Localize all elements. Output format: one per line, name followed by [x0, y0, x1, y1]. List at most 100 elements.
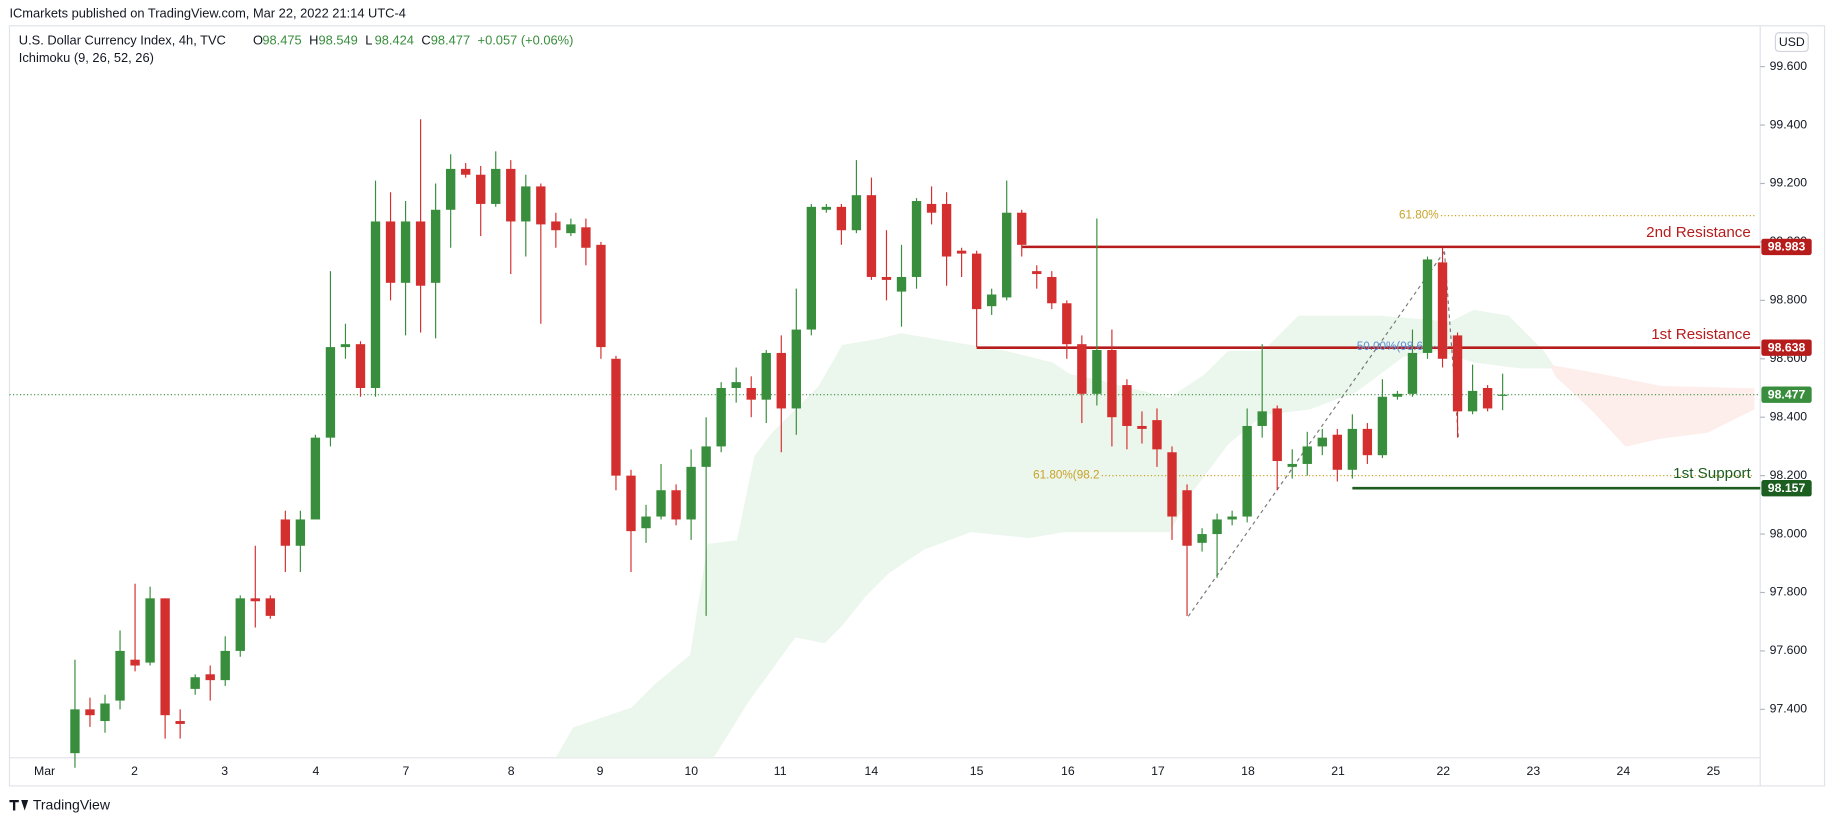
candle-body: [611, 358, 621, 476]
candle-body: [1227, 516, 1237, 520]
candle-body: [746, 387, 756, 400]
brand-logo: [9, 799, 29, 811]
candle-body: [1362, 428, 1373, 456]
candle-body: [896, 276, 907, 292]
x-tick-label: 9: [597, 764, 604, 778]
ohlc-key: O: [253, 32, 263, 47]
fib-label: 50.00%(98.6: [1357, 340, 1423, 353]
candle-body: [671, 490, 681, 520]
candle-body: [1452, 335, 1463, 412]
candle-body: [581, 227, 591, 248]
candle-body: [956, 250, 967, 254]
candle-body: [1347, 428, 1358, 470]
x-tick-label: 22: [1436, 764, 1450, 778]
level-label: 1st Resistance: [1651, 326, 1751, 343]
candle-body: [250, 598, 260, 602]
candle-body: [1047, 276, 1057, 304]
x-tick-label: 23: [1527, 764, 1541, 778]
x-tick-label: 15: [970, 764, 984, 778]
candle-body: [491, 168, 501, 204]
candle-body: [551, 221, 561, 231]
candle-body: [596, 244, 606, 348]
y-tick-label: 99.600: [1770, 59, 1808, 73]
candle-body: [1242, 425, 1252, 517]
candle-body: [145, 598, 155, 663]
candle-body: [1167, 452, 1177, 517]
currency: USD: [1779, 35, 1805, 49]
candle-body: [340, 344, 351, 348]
ohlc-key: H: [309, 32, 318, 47]
x-tick-label: 2: [131, 764, 138, 778]
candle-body: [1377, 396, 1388, 456]
candle-body: [1332, 434, 1343, 470]
candle-body: [1212, 519, 1222, 535]
x-tick-label: 4: [312, 764, 319, 778]
candle-body: [791, 329, 801, 409]
candle-body: [731, 382, 741, 388]
x-tick-label: 14: [865, 764, 879, 778]
candle-body: [971, 253, 982, 310]
candle-body: [986, 294, 997, 307]
candle-body: [1272, 408, 1282, 462]
candle-body: [1137, 425, 1147, 429]
candle-body: [1197, 534, 1207, 543]
candle-body: [100, 703, 110, 722]
candle-body: [1092, 350, 1102, 394]
y-tick-label: 98.200: [1770, 468, 1808, 482]
candle-body: [1482, 387, 1493, 409]
candle-body: [1422, 259, 1433, 353]
candle-body: [1017, 212, 1027, 245]
candle-body: [461, 168, 471, 175]
candle-body: [325, 347, 336, 438]
y-tick-label: 97.800: [1770, 585, 1808, 599]
candle-body: [1437, 262, 1448, 359]
candle-body: [355, 344, 366, 388]
x-tick-label: 21: [1331, 764, 1345, 778]
x-tick-label: 18: [1241, 764, 1255, 778]
levels: [9, 215, 1761, 490]
candle-body: [370, 221, 381, 388]
candle-body: [1122, 385, 1132, 426]
candle-body: [881, 276, 892, 280]
candle-body: [1077, 344, 1087, 394]
y-tick-label: 99.200: [1770, 176, 1808, 190]
currency-box[interactable]: [1774, 32, 1809, 53]
level-label: 1st Support: [1673, 465, 1751, 482]
candle-body: [536, 186, 546, 225]
candle-body: [1107, 350, 1117, 418]
x-tick-label: 8: [508, 764, 515, 778]
candle-body: [1152, 420, 1162, 450]
candle-body: [926, 203, 937, 213]
ohlc-key: L: [365, 32, 372, 47]
candle-body: [701, 446, 711, 467]
y-tick-label: 97.400: [1770, 702, 1808, 716]
candle-body: [941, 203, 952, 257]
candle-body: [836, 206, 847, 231]
candle-body: [776, 352, 786, 409]
price-box-label: 98.638: [1768, 340, 1806, 354]
candle-body: [1467, 390, 1478, 412]
candle-body: [641, 516, 651, 529]
candle-body: [566, 224, 576, 234]
candle-body: [1062, 303, 1072, 345]
candle-body: [1407, 352, 1418, 394]
candle-body: [70, 709, 80, 754]
candle-body: [310, 437, 321, 520]
level-label: 2nd Resistance: [1646, 224, 1751, 241]
ohlc-change: +0.057 (+0.06%): [478, 32, 574, 47]
x-tick-label: 24: [1617, 764, 1631, 778]
candle-body: [130, 659, 140, 666]
candle-body: [1257, 411, 1267, 426]
x-tick-label: 17: [1151, 764, 1165, 778]
candle-body: [506, 168, 516, 222]
fib-label: 61.80%(98.2: [1033, 469, 1099, 482]
candles: [70, 119, 1508, 768]
price-box-label: 98.983: [1768, 240, 1806, 254]
x-tick-label: 10: [684, 764, 698, 778]
candle-body: [761, 352, 771, 400]
candle-body: [385, 221, 396, 283]
candle-body: [686, 466, 696, 520]
price-box: [1761, 339, 1812, 356]
x-tick-label: 16: [1061, 764, 1075, 778]
